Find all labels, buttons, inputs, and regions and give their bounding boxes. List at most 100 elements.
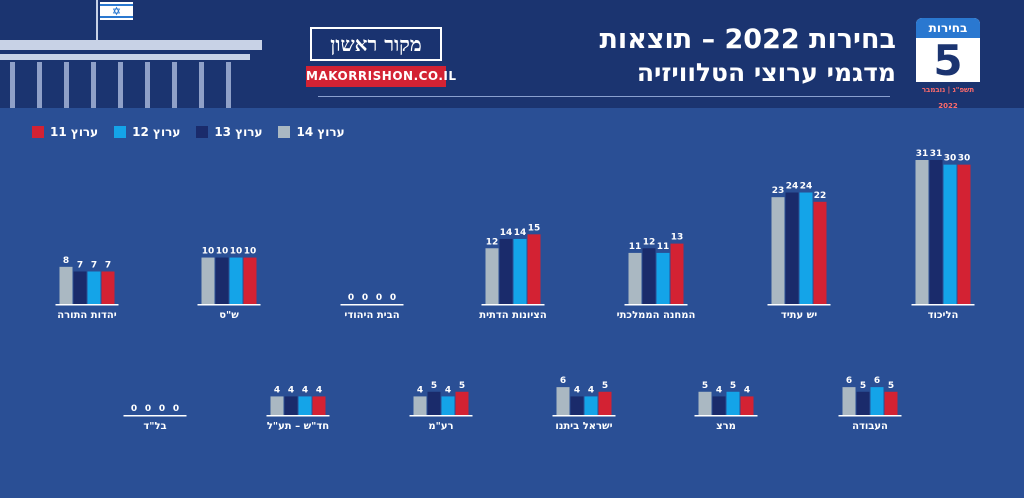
bar-value-label: 4 — [574, 385, 580, 395]
party-label: הבית היהודי — [344, 310, 399, 321]
baseline — [340, 304, 404, 306]
bar — [101, 271, 115, 304]
bar-value-label: 5 — [730, 381, 736, 391]
bar-value-label: 4 — [716, 385, 722, 395]
party-label: מרצ — [716, 421, 736, 432]
bar-value-label: 14 — [514, 228, 527, 238]
baseline — [197, 304, 261, 306]
legend-label: ערוץ 14 — [296, 125, 345, 139]
bar — [298, 396, 312, 415]
bar — [842, 387, 856, 415]
bar-value-label: 11 — [657, 242, 670, 252]
bar-value-label: 5 — [431, 381, 437, 391]
bar — [656, 252, 670, 304]
bar — [813, 201, 827, 304]
bar — [670, 243, 684, 304]
baseline — [409, 415, 473, 417]
party-label: העבודה — [852, 421, 888, 432]
bar — [785, 192, 799, 304]
party-group: 0 0 0 0בל"ד — [123, 404, 187, 432]
bar-value-label: 10 — [244, 247, 257, 257]
bar — [870, 387, 884, 415]
legend-label: ערוץ 12 — [132, 125, 181, 139]
bar — [856, 391, 870, 415]
bar-value-label: 4 — [445, 385, 451, 395]
party-group: 10 10 10 10ש"ס — [197, 247, 261, 321]
legend-label: ערוץ 13 — [214, 125, 263, 139]
party-label: הליכוד — [928, 310, 959, 321]
bar-value-label: 7 — [91, 260, 97, 270]
party-label: המחנה הממלכתי — [617, 310, 696, 321]
bar-value-label: 0 — [376, 293, 382, 303]
title-line-2: מדגמי ערוצי הטלוויזיה — [636, 58, 896, 87]
bar-value-label: 23 — [772, 186, 785, 196]
bar-value-label: 0 — [348, 293, 354, 303]
bar — [799, 192, 813, 304]
legend-label: ערוץ 11 — [50, 125, 99, 139]
baseline — [552, 415, 616, 417]
baseline — [55, 304, 119, 306]
party-label: יהדות התורה — [57, 310, 117, 321]
party-group: 4 4 4 4חד"ש – תע"ל — [266, 385, 330, 432]
chart-legend: ערוץ 14 ערוץ 13 ערוץ 12 ערוץ 11 — [32, 123, 345, 141]
baseline — [694, 415, 758, 417]
bar-value-label: 0 — [390, 293, 396, 303]
party-label: חד"ש – תע"ל — [267, 421, 329, 432]
legend-swatch — [278, 126, 291, 138]
bar-value-label: 30 — [944, 154, 957, 164]
bar-value-label: 10 — [202, 247, 215, 257]
bar-value-label: 10 — [230, 247, 243, 257]
bar-value-label: 22 — [814, 191, 827, 201]
header-band: בחירות 2022 – תוצאות מדגמי ערוצי הטלוויז… — [0, 0, 1024, 110]
bar-value-label: 4 — [588, 385, 594, 395]
bar-value-label: 12 — [643, 237, 656, 247]
bar — [642, 248, 656, 304]
calendar-title: בחירות — [916, 18, 980, 38]
party-label: בל"ד — [143, 421, 166, 432]
bar — [712, 396, 726, 415]
party-label: רע"מ — [428, 421, 453, 432]
calendar-badge: בחירות 5 תשפ"ג | נובמבר 2022 — [916, 18, 980, 110]
legend-swatch — [196, 126, 209, 138]
bar — [441, 396, 455, 415]
bar-value-label: 0 — [173, 404, 179, 414]
bar-value-label: 6 — [846, 376, 852, 386]
bar — [698, 391, 712, 415]
bar — [73, 271, 87, 304]
bar-value-label: 24 — [786, 182, 799, 192]
bar-value-label: 8 — [63, 256, 69, 266]
baseline — [266, 415, 330, 417]
bar-value-label: 4 — [744, 385, 750, 395]
bar-value-label: 15 — [528, 223, 541, 233]
bar-value-label: 6 — [560, 376, 566, 386]
parliament-building-graphic — [0, 0, 262, 108]
bar — [884, 391, 898, 415]
title-line-1: בחירות 2022 – תוצאות — [599, 24, 896, 55]
bar — [59, 266, 73, 304]
title-divider — [318, 96, 890, 97]
baseline — [767, 304, 831, 306]
bar — [87, 271, 101, 304]
bar-value-label: 4 — [274, 385, 280, 395]
bar — [957, 164, 971, 304]
bar — [284, 396, 298, 415]
legend-swatch — [114, 126, 127, 138]
baseline — [624, 304, 688, 306]
bar — [413, 396, 427, 415]
bar — [201, 257, 215, 304]
bar-value-label: 14 — [500, 228, 513, 238]
bar-value-label: 4 — [302, 385, 308, 395]
legend-item: ערוץ 11 — [32, 125, 98, 139]
bar — [499, 238, 513, 304]
bar-value-label: 31 — [930, 149, 943, 159]
bar-value-label: 10 — [216, 247, 229, 257]
bar-value-label: 5 — [459, 381, 465, 391]
legend-item: ערוץ 12 — [114, 125, 180, 139]
bar-value-label: 11 — [629, 242, 642, 252]
bar-value-label: 31 — [916, 149, 929, 159]
